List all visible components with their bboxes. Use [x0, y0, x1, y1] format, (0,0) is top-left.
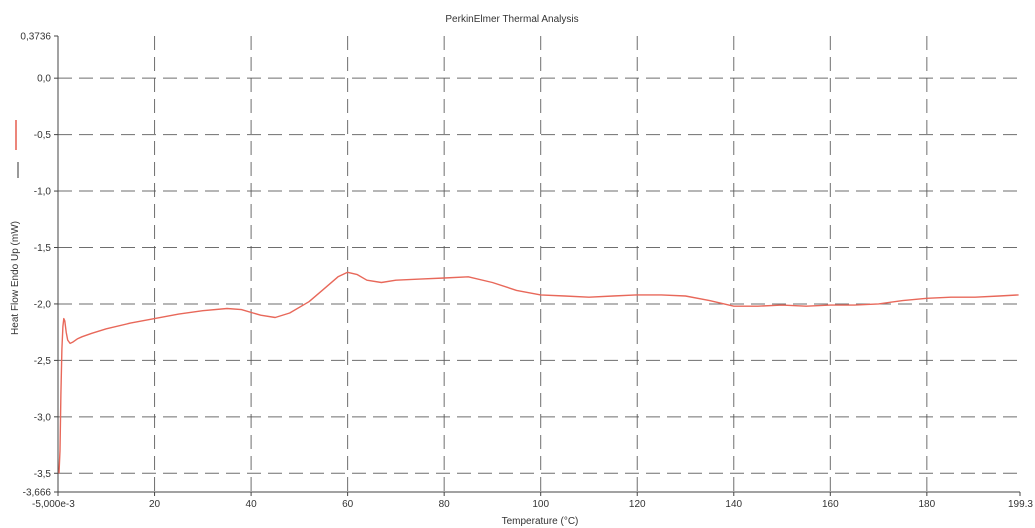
y-tick-label: -2,5: [34, 356, 52, 367]
series-line: [58, 271, 1019, 474]
x-tick-label: 140: [725, 499, 742, 510]
tick-labels: 0,3736 0,0 -0,5 -1,0 -1,5 -2,0 -2,5 -3,0 -3,5 -3,…: [20, 32, 1033, 511]
x-tick-label: 40: [246, 499, 258, 510]
series-lines: [58, 271, 1019, 474]
x-axis-label: Temperature (°C): [502, 516, 579, 527]
y-tick-label: -3,0: [34, 412, 52, 423]
y-tick-label: -2,0: [34, 299, 52, 310]
x-tick-label: 20: [149, 499, 161, 510]
x-tick-label: 180: [918, 499, 935, 510]
x-tick-label: 120: [629, 499, 646, 510]
legend: [15, 120, 19, 178]
y-tick-label: 0,0: [37, 74, 51, 85]
x-tick-label: -5,000e-3: [32, 499, 75, 510]
axes: [57, 36, 1020, 493]
y-tick-label: -1,5: [34, 243, 52, 254]
x-tick-label: 80: [439, 499, 451, 510]
y-axis-label: Heat Flow Endo Up (mW): [10, 221, 21, 335]
y-tick-label: -1,0: [34, 187, 52, 198]
y-tick-label: -0,5: [34, 130, 52, 141]
y-tick-label: -3,666: [23, 488, 52, 499]
x-tick-label: 100: [532, 499, 549, 510]
y-tick-label: -3,5: [34, 469, 52, 480]
x-tick-label: 160: [822, 499, 839, 510]
x-tick-label: 199.3: [1008, 499, 1033, 510]
y-tick-label: 0,3736: [20, 32, 51, 43]
x-tick-label: 60: [342, 499, 354, 510]
grid-lines: [58, 36, 1020, 492]
chart-title: PerkinElmer Thermal Analysis: [445, 14, 578, 25]
